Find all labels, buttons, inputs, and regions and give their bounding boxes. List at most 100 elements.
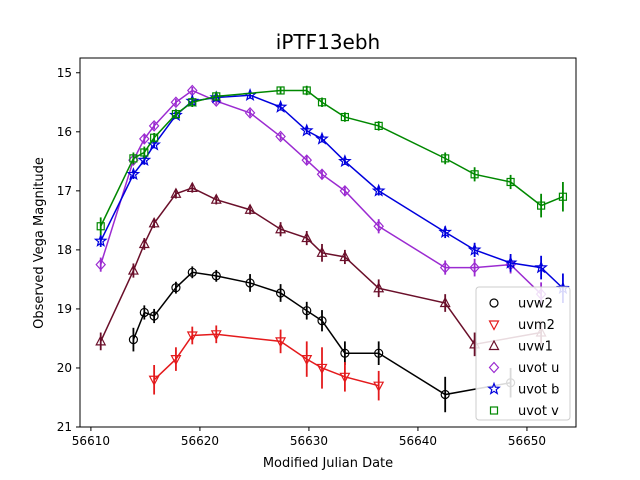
data-point — [340, 348, 350, 358]
data-point — [537, 201, 546, 210]
y-tick-label: 20 — [57, 361, 72, 375]
data-point — [188, 98, 197, 107]
legend-entry-uvm2: uvm2 — [488, 318, 555, 333]
data-point — [438, 224, 453, 239]
data-point — [373, 381, 385, 392]
y-axis-label: Observed Vega Magnitude — [32, 157, 47, 329]
data-point — [339, 250, 351, 262]
x-tick-label: 56650 — [508, 434, 546, 448]
data-point — [148, 375, 160, 387]
legend-marker — [488, 361, 500, 374]
series-uvm2 — [148, 325, 385, 401]
data-point — [275, 130, 286, 143]
series-line-uvw1 — [100, 187, 542, 346]
data-point — [338, 154, 352, 168]
data-point — [470, 170, 479, 179]
data-point — [301, 231, 313, 243]
legend-marker — [489, 298, 499, 308]
data-point — [148, 119, 160, 132]
data-point — [96, 222, 105, 231]
series-line-uvot-b — [100, 94, 564, 289]
data-point — [534, 260, 548, 274]
legend-entry-uvot-v: uvot v — [489, 404, 559, 419]
data-point — [374, 121, 383, 130]
x-tick-label: 56620 — [181, 434, 219, 448]
data-point — [373, 220, 384, 233]
chart-title: iPTF13ebh — [276, 30, 380, 54]
data-point — [339, 184, 351, 197]
data-point — [506, 177, 515, 187]
legend-marker — [489, 406, 499, 415]
data-point — [302, 306, 312, 316]
data-point — [186, 181, 198, 192]
legend-entry-uvw2: uvw2 — [489, 297, 553, 312]
data-point — [316, 363, 328, 375]
x-axis-label: Modified Julian Date — [263, 456, 393, 471]
data-point — [299, 123, 314, 137]
data-point — [316, 246, 328, 257]
x-tick-label: 56640 — [399, 434, 437, 448]
data-point — [140, 148, 149, 157]
data-point — [315, 131, 329, 145]
data-point — [137, 152, 152, 166]
plot-frame — [79, 57, 577, 428]
x-axis: 56610 56620 56630 56640 56650 — [72, 427, 546, 448]
data-point — [210, 193, 222, 204]
data-point — [439, 261, 451, 274]
data-point — [127, 264, 139, 275]
data-point — [316, 168, 328, 181]
series-uvw2 — [128, 266, 516, 413]
data-point — [373, 281, 385, 293]
legend-label: uvot u — [518, 361, 559, 376]
data-point — [95, 335, 107, 346]
legend: uvw2 uvm2 uvw1 uvot u uvot b uvot v — [475, 286, 571, 421]
legend-label: uvw2 — [518, 297, 553, 312]
y-tick-label: 16 — [57, 125, 72, 139]
y-tick-label: 17 — [57, 184, 72, 198]
data-point — [150, 133, 159, 142]
data-point — [441, 154, 450, 163]
data-point — [503, 255, 518, 269]
series-uvot-v — [96, 85, 568, 236]
data-point — [275, 337, 287, 348]
data-point — [95, 258, 107, 271]
data-point — [440, 389, 450, 400]
data-point — [245, 278, 255, 288]
data-point — [301, 355, 313, 366]
data-point — [340, 112, 349, 122]
data-point — [186, 331, 198, 342]
y-axis: 15 16 17 18 19 20 21 — [57, 66, 80, 434]
data-point — [211, 271, 221, 281]
data-point — [139, 307, 149, 318]
legend-label: uvot v — [518, 404, 559, 419]
data-point — [171, 283, 181, 293]
data-point — [149, 311, 159, 321]
data-point — [558, 192, 568, 201]
series-line-uvw2 — [132, 271, 511, 396]
legend-marker — [487, 381, 501, 395]
y-tick-label: 19 — [57, 302, 72, 316]
data-point — [273, 99, 288, 113]
legend-label: uvot b — [518, 383, 559, 398]
data-point — [244, 203, 256, 214]
data-point — [469, 261, 480, 274]
data-point — [317, 316, 327, 326]
data-point — [212, 92, 221, 101]
legend-entry-uvw1: uvw1 — [488, 340, 553, 355]
data-point — [244, 107, 256, 119]
legend-entry-uvot-u: uvot u — [488, 361, 559, 376]
data-point — [371, 183, 386, 197]
data-point — [126, 167, 141, 181]
data-point — [170, 96, 182, 109]
legend-entry-uvot-b: uvot b — [487, 381, 559, 398]
data-point — [301, 154, 313, 167]
data-point — [170, 187, 182, 198]
data-point — [339, 372, 351, 384]
data-point — [187, 267, 197, 277]
data-point — [210, 330, 222, 341]
data-point — [93, 233, 108, 247]
data-point — [317, 98, 327, 107]
data-point — [439, 296, 451, 308]
data-point — [148, 217, 160, 228]
